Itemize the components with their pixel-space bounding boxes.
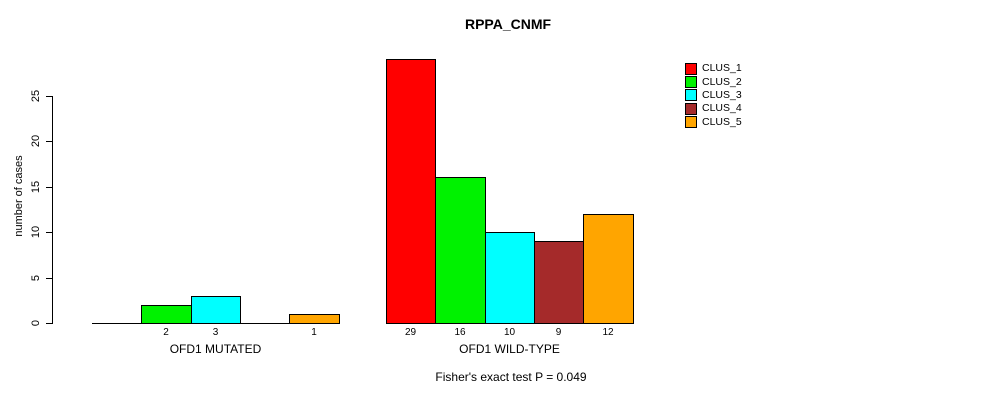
y-tick (46, 141, 52, 142)
legend-item: CLUS_2 (685, 75, 742, 89)
bar-value-label: 29 (404, 327, 417, 338)
legend-swatch (685, 89, 697, 102)
bar-value-label: 1 (311, 327, 317, 338)
legend-label: CLUS_1 (702, 62, 742, 75)
bar-value-label: 12 (602, 327, 614, 338)
legend-item: CLUS_1 (685, 62, 742, 75)
y-tick-label: 10 (30, 225, 42, 239)
legend-item: CLUS_4 (685, 102, 742, 115)
bar-value-label: 10 (503, 327, 516, 338)
bar-clus_1 (386, 59, 436, 324)
group-label: OFD1 WILD-TYPE (459, 342, 560, 356)
legend-label: CLUS_2 (702, 75, 742, 88)
bar-clus_4 (534, 241, 584, 324)
bar-clus_5 (289, 314, 340, 324)
legend-swatch (685, 102, 697, 115)
legend-label: CLUS_4 (702, 102, 742, 115)
chart-title: RPPA_CNMF (464, 16, 552, 32)
bar-clus_5 (583, 214, 634, 324)
bar-clus_2 (435, 177, 486, 324)
y-axis-label: number of cases (13, 155, 25, 237)
y-tick-label: 0 (30, 319, 42, 327)
bar-value-label: 9 (555, 327, 562, 338)
bar-clus_3 (191, 296, 241, 324)
group-label: OFD1 MUTATED (169, 342, 262, 356)
y-tick-label: 20 (30, 134, 42, 148)
bar-value-label: 16 (454, 327, 466, 338)
legend-label: CLUS_5 (702, 115, 742, 128)
legend-item: CLUS_5 (685, 116, 742, 129)
y-tick (46, 278, 52, 279)
y-tick (46, 187, 52, 188)
legend-label: CLUS_3 (702, 88, 742, 101)
y-tick-label: 5 (30, 274, 42, 282)
y-axis-line (52, 95, 53, 324)
legend-item: CLUS_3 (685, 89, 742, 102)
y-tick-label: 25 (30, 89, 42, 103)
y-tick (46, 232, 52, 233)
fisher-test-annotation: Fisher's exact test P = 0.049 (435, 370, 587, 384)
y-tick (46, 323, 52, 324)
y-tick (46, 96, 52, 97)
legend-swatch (685, 116, 697, 129)
bar-clus_2 (141, 305, 192, 324)
legend: CLUS_1 CLUS_2 CLUS_3 CLUS_4 CLUS_5 (685, 62, 742, 129)
legend-swatch (685, 62, 697, 75)
bar-clus_3 (485, 232, 535, 324)
bar-value-label: 3 (212, 327, 219, 338)
y-tick-label: 15 (30, 180, 42, 194)
legend-swatch (685, 76, 697, 89)
bar-value-label: 2 (163, 327, 169, 338)
